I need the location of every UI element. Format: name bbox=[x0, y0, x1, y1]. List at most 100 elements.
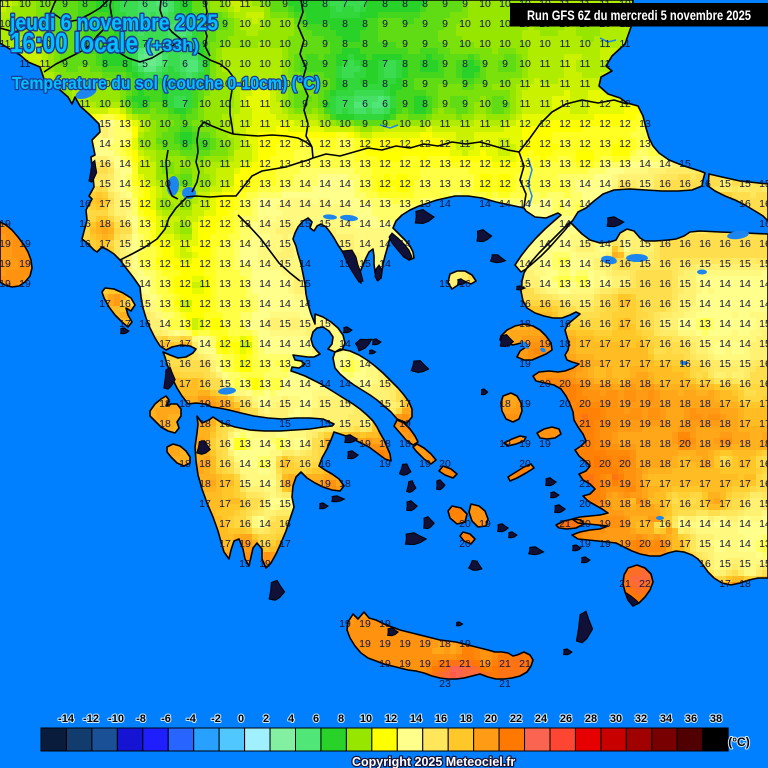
svg-text:11: 11 bbox=[20, 38, 31, 50]
svg-text:17: 17 bbox=[679, 538, 691, 550]
svg-text:36: 36 bbox=[685, 713, 697, 725]
svg-text:10: 10 bbox=[259, 58, 271, 70]
svg-text:10: 10 bbox=[259, 38, 271, 50]
svg-text:16: 16 bbox=[219, 418, 231, 430]
svg-text:10: 10 bbox=[99, 98, 111, 110]
svg-text:16: 16 bbox=[699, 358, 711, 370]
svg-text:10: 10 bbox=[219, 138, 231, 150]
svg-text:10: 10 bbox=[139, 118, 151, 130]
svg-text:17: 17 bbox=[179, 338, 191, 350]
svg-text:14: 14 bbox=[199, 338, 211, 350]
svg-text:20: 20 bbox=[639, 538, 651, 550]
svg-text:9: 9 bbox=[382, 18, 388, 30]
svg-text:10: 10 bbox=[219, 98, 231, 110]
svg-text:16: 16 bbox=[559, 318, 571, 330]
svg-text:19: 19 bbox=[399, 658, 411, 670]
svg-text:18: 18 bbox=[639, 458, 651, 470]
svg-text:10: 10 bbox=[399, 118, 411, 130]
svg-text:17: 17 bbox=[579, 338, 591, 350]
svg-text:10: 10 bbox=[159, 178, 171, 190]
svg-text:9: 9 bbox=[202, 138, 208, 150]
svg-text:15: 15 bbox=[639, 258, 651, 270]
svg-text:17: 17 bbox=[599, 358, 611, 370]
svg-text:17: 17 bbox=[219, 518, 231, 530]
svg-text:20: 20 bbox=[679, 438, 691, 450]
svg-text:14: 14 bbox=[319, 198, 331, 210]
svg-text:13: 13 bbox=[299, 138, 311, 150]
svg-text:17: 17 bbox=[619, 338, 631, 350]
svg-text:10: 10 bbox=[199, 158, 211, 170]
svg-text:20: 20 bbox=[559, 378, 571, 390]
svg-text:11: 11 bbox=[40, 58, 51, 70]
svg-text:12: 12 bbox=[539, 118, 551, 130]
svg-text:7: 7 bbox=[342, 0, 348, 10]
svg-text:16: 16 bbox=[519, 298, 531, 310]
svg-text:14: 14 bbox=[299, 378, 311, 390]
svg-text:14: 14 bbox=[410, 713, 423, 725]
svg-text:15: 15 bbox=[279, 318, 291, 330]
svg-text:10: 10 bbox=[279, 78, 291, 90]
svg-text:13: 13 bbox=[379, 198, 391, 210]
svg-text:8: 8 bbox=[342, 78, 348, 90]
svg-text:19: 19 bbox=[579, 378, 591, 390]
svg-text:13: 13 bbox=[119, 138, 131, 150]
svg-text:18: 18 bbox=[739, 438, 751, 450]
svg-text:14: 14 bbox=[579, 258, 591, 270]
svg-text:12: 12 bbox=[159, 258, 171, 270]
svg-text:13: 13 bbox=[139, 238, 151, 250]
svg-text:17: 17 bbox=[639, 518, 651, 530]
svg-text:13: 13 bbox=[639, 118, 651, 130]
svg-text:18: 18 bbox=[179, 398, 191, 410]
svg-text:14: 14 bbox=[259, 218, 271, 230]
svg-text:17: 17 bbox=[719, 398, 731, 410]
svg-text:14: 14 bbox=[259, 238, 271, 250]
svg-text:15: 15 bbox=[119, 258, 131, 270]
svg-text:16: 16 bbox=[719, 238, 731, 250]
svg-text:16: 16 bbox=[239, 398, 251, 410]
svg-text:15: 15 bbox=[659, 318, 671, 330]
svg-text:19: 19 bbox=[599, 498, 611, 510]
svg-text:11: 11 bbox=[600, 38, 611, 50]
svg-text:10: 10 bbox=[159, 198, 171, 210]
svg-text:12: 12 bbox=[479, 178, 491, 190]
svg-text:12: 12 bbox=[385, 713, 397, 725]
svg-text:14: 14 bbox=[699, 278, 711, 290]
svg-text:13: 13 bbox=[319, 158, 331, 170]
svg-text:20: 20 bbox=[579, 498, 591, 510]
svg-text:9: 9 bbox=[442, 0, 448, 10]
svg-text:16: 16 bbox=[239, 518, 251, 530]
svg-text:18: 18 bbox=[199, 458, 211, 470]
svg-text:13: 13 bbox=[139, 218, 151, 230]
svg-text:9: 9 bbox=[222, 18, 228, 30]
svg-text:19: 19 bbox=[499, 438, 511, 450]
svg-text:19: 19 bbox=[599, 478, 611, 490]
svg-text:8: 8 bbox=[402, 78, 408, 90]
svg-text:16: 16 bbox=[639, 278, 651, 290]
svg-text:11: 11 bbox=[580, 98, 591, 110]
svg-text:18: 18 bbox=[159, 398, 171, 410]
svg-text:14: 14 bbox=[259, 438, 271, 450]
svg-text:9: 9 bbox=[62, 0, 68, 10]
svg-text:11: 11 bbox=[40, 78, 51, 90]
svg-text:14: 14 bbox=[739, 318, 751, 330]
svg-text:18: 18 bbox=[199, 478, 211, 490]
svg-text:20: 20 bbox=[485, 713, 497, 725]
svg-text:11: 11 bbox=[240, 338, 251, 350]
svg-text:10: 10 bbox=[199, 118, 211, 130]
svg-text:10: 10 bbox=[259, 18, 271, 30]
svg-text:10: 10 bbox=[499, 78, 511, 90]
svg-text:9: 9 bbox=[302, 58, 308, 70]
svg-text:14: 14 bbox=[719, 298, 731, 310]
svg-text:17: 17 bbox=[719, 498, 731, 510]
svg-text:12: 12 bbox=[219, 198, 231, 210]
svg-text:8: 8 bbox=[202, 58, 208, 70]
svg-text:16: 16 bbox=[239, 498, 251, 510]
svg-text:18: 18 bbox=[179, 458, 191, 470]
svg-text:16: 16 bbox=[759, 478, 768, 490]
svg-text:16: 16 bbox=[679, 258, 691, 270]
svg-text:10: 10 bbox=[179, 218, 191, 230]
svg-text:19: 19 bbox=[19, 238, 31, 250]
svg-text:23: 23 bbox=[439, 678, 451, 690]
svg-text:14: 14 bbox=[119, 178, 131, 190]
svg-text:19: 19 bbox=[379, 618, 391, 630]
